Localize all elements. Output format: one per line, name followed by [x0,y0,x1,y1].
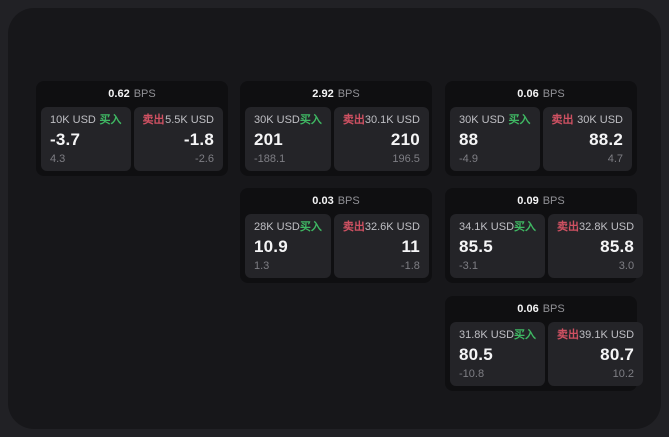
card-body: 10K USD 买入 -3.7 4.3 卖出 5.5K USD -1.8 -2.… [36,107,228,171]
sell-delta: -2.6 [195,153,214,165]
buy-delta: -188.1 [254,153,286,165]
sell-side-label: 卖出 [342,114,365,126]
sell-price: 210 [390,130,420,149]
buy-amount: 34.1K USD [459,221,515,233]
bps-unit-label: BPS [542,303,565,315]
buy-delta: 4.3 [50,153,66,165]
buy-tile[interactable]: 30K USD 买入 88 -4.9 [450,107,540,171]
quote-card: 0.62 BPS 10K USD 买入 -3.7 4.3 卖出 5.5K USD… [36,81,228,176]
buy-delta: 1.3 [254,260,270,272]
buy-amount: 30K USD [254,114,300,126]
buy-tile[interactable]: 28K USD 买入 10.9 1.3 [245,214,331,278]
card-header: 0.06 BPS [445,81,637,107]
bps-unit-label: BPS [542,195,565,207]
bps-unit-label: BPS [337,88,360,100]
sell-delta: 4.7 [607,153,623,165]
sell-side-label: 卖出 [142,114,165,126]
buy-amount: 31.8K USD [459,329,515,341]
sell-amount: 30.1K USD [364,114,420,126]
sell-delta: 3.0 [618,260,635,272]
bps-value: 0.09 [517,195,539,207]
card-header: 0.06 BPS [445,296,637,322]
sell-tile[interactable]: 卖出 32.8K USD 85.8 3.0 [548,214,644,278]
card-header: 0.03 BPS [240,188,432,214]
sell-price: -1.8 [183,130,214,149]
quote-card: 0.06 BPS 31.8K USD 买入 80.5 -10.8 卖出 39.1… [445,296,644,391]
sell-tile[interactable]: 卖出 30K USD 88.2 4.7 [542,107,632,171]
quote-card: 0.03 BPS 28K USD 买入 10.9 1.3 卖出 32.6K US… [240,188,432,283]
sell-delta: 196.5 [392,153,420,165]
sell-amount: 32.6K USD [364,221,420,233]
sell-side-label: 卖出 [557,221,580,233]
bps-unit-label: BPS [337,195,360,207]
buy-amount: 28K USD [254,221,300,233]
buy-price: -3.7 [50,130,81,149]
card-header: 2.92 BPS [240,81,432,107]
quote-card: 0.06 BPS 30K USD 买入 88 -4.9 卖出 30K USD 8… [445,81,637,176]
sell-price: 85.8 [600,237,635,256]
buy-price: 80.5 [459,345,493,364]
sell-amount: 30K USD [577,114,623,126]
buy-price: 85.5 [459,237,493,256]
buy-tile[interactable]: 10K USD 买入 -3.7 4.3 [41,107,131,171]
card-body: 30K USD 买入 88 -4.9 卖出 30K USD 88.2 4.7 [445,107,637,171]
sell-delta: -1.8 [400,260,420,272]
card-body: 28K USD 买入 10.9 1.3 卖出 32.6K USD 11 -1.8 [240,214,432,278]
card-header: 0.62 BPS [36,81,228,107]
card-body: 34.1K USD 买入 85.5 -3.1 卖出 32.8K USD 85.8… [445,214,644,278]
bps-unit-label: BPS [542,88,565,100]
sell-delta: 10.2 [612,368,635,380]
card-body: 30K USD 买入 201 -188.1 卖出 30.1K USD 210 1… [240,107,432,171]
sell-amount: 32.8K USD [579,221,635,233]
buy-side-label: 买入 [299,221,322,233]
sell-side-label: 卖出 [557,329,580,341]
buy-side-label: 买入 [299,114,322,126]
buy-side-label: 买入 [508,114,531,126]
quote-card: 0.09 BPS 34.1K USD 买入 85.5 -3.1 卖出 32.8K… [445,188,644,283]
buy-side-label: 买入 [514,329,537,341]
buy-price: 88 [459,130,479,149]
buy-price: 201 [254,130,283,149]
bps-unit-label: BPS [133,88,156,100]
bps-value: 0.62 [108,88,130,100]
buy-tile[interactable]: 30K USD 买入 201 -188.1 [245,107,331,171]
buy-delta: -3.1 [459,260,478,272]
sell-tile[interactable]: 卖出 5.5K USD -1.8 -2.6 [133,107,223,171]
sell-side-label: 卖出 [342,221,365,233]
buy-tile[interactable]: 31.8K USD 买入 80.5 -10.8 [450,322,546,386]
quote-card: 2.92 BPS 30K USD 买入 201 -188.1 卖出 30.1K … [240,81,432,176]
bps-value: 2.92 [312,88,334,100]
sell-side-label: 卖出 [551,114,574,126]
buy-amount: 10K USD [50,114,96,126]
buy-amount: 30K USD [459,114,505,126]
card-header: 0.09 BPS [445,188,637,214]
sell-price: 11 [401,237,420,256]
buy-delta: -10.8 [459,368,485,380]
buy-delta: -4.9 [459,153,478,165]
buy-tile[interactable]: 34.1K USD 买入 85.5 -3.1 [450,214,546,278]
sell-price: 80.7 [600,345,635,364]
sell-price: 88.2 [589,130,623,149]
sell-amount: 39.1K USD [579,329,635,341]
sell-amount: 5.5K USD [165,114,214,126]
sell-tile[interactable]: 卖出 30.1K USD 210 196.5 [333,107,429,171]
buy-side-label: 买入 [99,114,122,126]
bps-value: 0.06 [517,303,539,315]
sell-tile[interactable]: 卖出 39.1K USD 80.7 10.2 [548,322,644,386]
bps-value: 0.03 [312,195,334,207]
sell-tile[interactable]: 卖出 32.6K USD 11 -1.8 [333,214,429,278]
card-body: 31.8K USD 买入 80.5 -10.8 卖出 39.1K USD 80.… [445,322,644,386]
buy-side-label: 买入 [514,221,537,233]
main-panel: 0.62 BPS 10K USD 买入 -3.7 4.3 卖出 5.5K USD… [8,8,661,429]
bps-value: 0.06 [517,88,539,100]
buy-price: 10.9 [254,237,288,256]
